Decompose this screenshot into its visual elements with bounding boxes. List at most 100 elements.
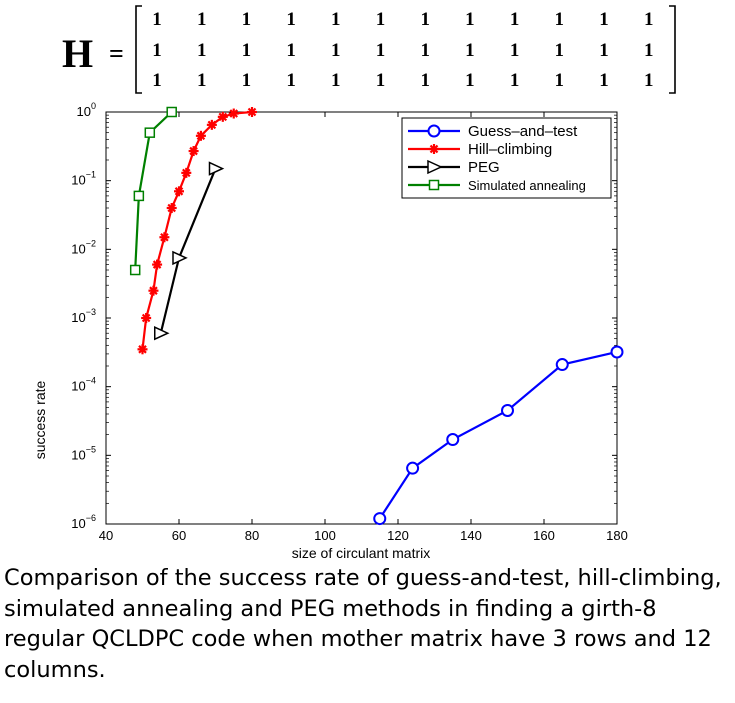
legend-entry: Hill–climbing	[408, 141, 552, 158]
y-tick-base: 10	[71, 516, 85, 531]
data-point-circle	[427, 124, 441, 138]
star-stroke	[149, 286, 158, 295]
y-tick-label: 10−3	[71, 307, 96, 325]
data-point-star	[429, 144, 439, 154]
matrix-cell: 1	[555, 40, 565, 61]
matrix-cell: 1	[599, 9, 609, 30]
x-tick-label: 60	[172, 528, 186, 543]
matrix-left-bracket	[135, 5, 142, 94]
star-stroke	[152, 260, 162, 269]
matrix-cell: 1	[465, 40, 475, 61]
matrix-cell: 1	[152, 40, 162, 61]
legend-label: Hill–climbing	[468, 141, 552, 158]
series-line	[378, 350, 618, 520]
matrix-cell: 1	[152, 70, 162, 91]
data-point-circle	[373, 512, 387, 526]
data-point-circle	[501, 403, 514, 417]
series-star	[137, 107, 257, 355]
data-point-star	[148, 285, 159, 296]
legend-label: Guess–and–test	[468, 123, 578, 140]
y-tick-base: 10	[71, 241, 85, 256]
matrix-cell: 1	[197, 40, 207, 61]
legend-label: Simulated annealing	[468, 178, 586, 193]
legend-label: PEG	[468, 159, 500, 176]
matrix-cell: 1	[376, 40, 386, 61]
star-stroke	[229, 109, 239, 118]
y-tick-base: 10	[71, 310, 85, 325]
y-tick-label: 10−1	[71, 170, 96, 188]
data-point-star	[228, 108, 239, 119]
series-circle	[373, 345, 624, 526]
x-tick-label: 40	[99, 528, 113, 543]
legend-entry: Guess–and–test	[408, 123, 578, 140]
matrix-cell: 1	[242, 9, 252, 30]
data-point-star	[217, 111, 228, 122]
y-tick-label: 10−6	[71, 513, 96, 531]
data-point-star	[247, 107, 257, 117]
matrix-cell: 1	[555, 70, 565, 91]
y-tick-label: 100	[77, 101, 96, 119]
x-tick-label: 160	[533, 528, 555, 543]
x-tick-label: 100	[314, 528, 336, 543]
data-point-star	[166, 202, 177, 213]
star-stroke	[207, 120, 217, 130]
matrix-cell: 1	[376, 9, 386, 30]
data-point-star	[152, 259, 163, 270]
x-tick-label: 120	[387, 528, 409, 543]
data-point-star	[181, 167, 192, 178]
matrix-cell: 1	[644, 9, 654, 30]
x-tick-label: 180	[606, 528, 628, 543]
chart-axes: 40 60 80 100 120 140 160 18010010−110−210−310−4…	[71, 101, 628, 543]
chart-series	[129, 106, 624, 526]
data-point-triangle	[172, 250, 188, 266]
success-rate-chart: 40 60 80 100 120 140 160 18010010−110−210−310−4…	[32, 101, 628, 561]
y-tick-exponent: −5	[86, 444, 96, 454]
y-tick-base: 10	[77, 104, 91, 119]
data-point-star	[141, 313, 152, 323]
data-point-star	[195, 130, 206, 141]
series-square	[129, 106, 177, 276]
data-point-triangle	[208, 161, 225, 176]
matrix-cell: 1	[242, 40, 252, 61]
matrix-cell: 1	[465, 9, 475, 30]
matrix-cell: 1	[555, 9, 565, 30]
y-tick-label: 10−4	[71, 376, 96, 394]
x-axis-label: size of circulant matrix	[292, 545, 430, 561]
matrix-cell: 1	[644, 40, 654, 61]
y-tick-base: 10	[71, 447, 85, 462]
star-stroke	[174, 187, 184, 196]
data-point-square	[133, 190, 145, 202]
data-point-circle	[610, 345, 624, 359]
data-point-square	[166, 106, 177, 118]
matrix-cell: 1	[331, 70, 341, 91]
matrix-cell: 1	[599, 70, 609, 91]
star-stroke	[141, 313, 151, 323]
data-point-circle	[555, 358, 569, 372]
y-tick-base: 10	[71, 379, 85, 394]
data-point-circle	[446, 433, 460, 447]
data-point-star	[188, 146, 199, 157]
data-point-star	[137, 344, 148, 355]
star-stroke	[247, 107, 257, 117]
data-point-star	[206, 119, 217, 130]
matrix-equals: =	[109, 39, 124, 68]
matrix-cell: 1	[197, 9, 207, 30]
matrix-cell: 1	[510, 40, 520, 61]
series-line	[141, 110, 253, 350]
matrix-cell: 1	[197, 70, 207, 91]
data-point-triangle	[154, 326, 170, 341]
matrix-cell: 1	[420, 70, 430, 91]
series-triangle-right	[154, 161, 225, 341]
matrix-cell: 1	[510, 9, 520, 30]
matrix-cell: 1	[242, 70, 252, 91]
star-stroke	[196, 131, 206, 141]
matrix-cell: 1	[420, 9, 430, 30]
matrix-cell: 1	[286, 40, 296, 61]
parity-check-matrix: H = 1 1 1 1 1 1 1 1 1 1 1 1 1 1 1 1 1 1 1 1 1 1 1 1 1 1 1 1 1 1 1 1 1 1 1 1	[62, 5, 676, 94]
matrix-cell: 1	[331, 40, 341, 61]
matrix-cell: 1	[420, 40, 430, 61]
star-stroke	[167, 203, 176, 213]
series-line	[134, 111, 173, 271]
x-tick-label: 80	[245, 528, 259, 543]
